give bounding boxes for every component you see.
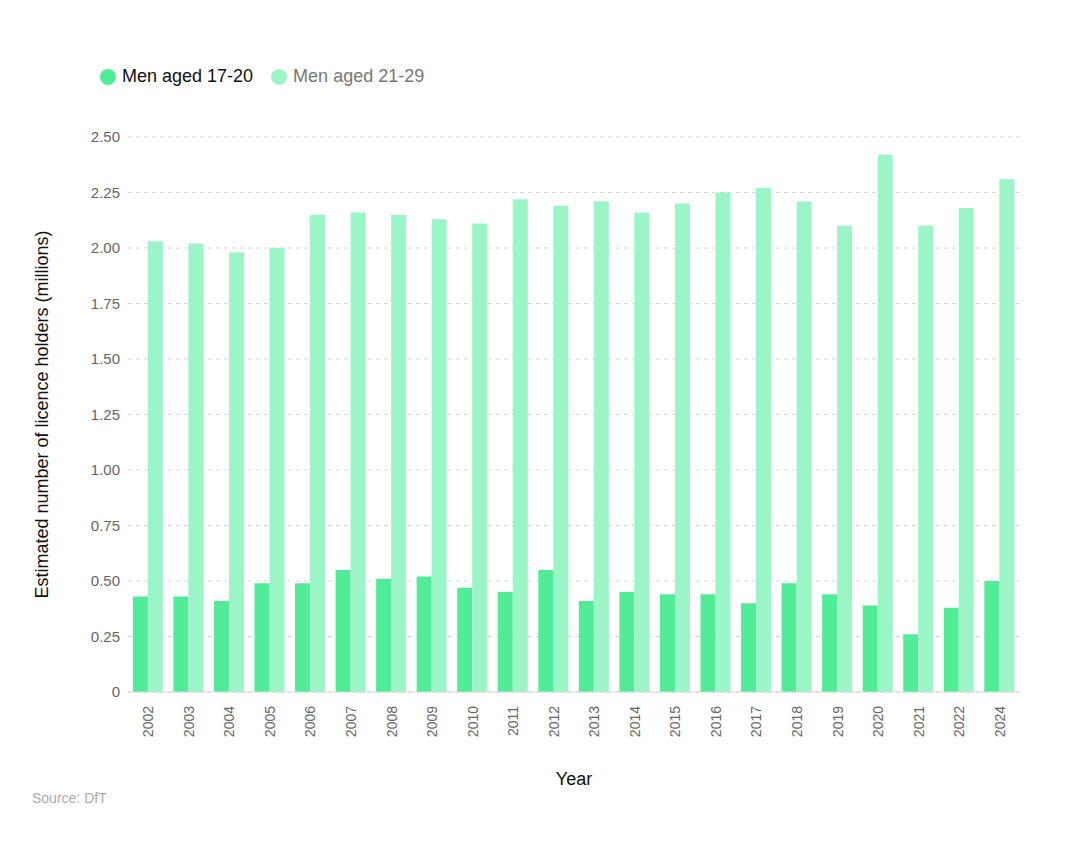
svg-text:2.00: 2.00 — [91, 239, 120, 256]
svg-text:2003: 2003 — [181, 706, 197, 737]
svg-text:0: 0 — [112, 683, 120, 700]
svg-text:2020: 2020 — [870, 706, 886, 737]
svg-text:2004: 2004 — [221, 706, 237, 737]
svg-text:2017: 2017 — [748, 706, 764, 737]
svg-text:0.75: 0.75 — [91, 517, 120, 534]
svg-text:2006: 2006 — [302, 706, 318, 737]
html-text:Men aged 17-20: Men aged 17-20 — [122, 66, 254, 86]
html-text:Men aged 21-29: Men aged 21-29 — [293, 66, 425, 86]
svg-text:2022: 2022 — [951, 706, 967, 737]
svg-text:2.50: 2.50 — [91, 128, 120, 145]
svg-text:2019: 2019 — [830, 706, 846, 737]
svg-text:2024: 2024 — [992, 706, 1008, 737]
svg-text:2016: 2016 — [708, 706, 724, 737]
svg-text:2015: 2015 — [667, 706, 683, 737]
svg-text:1.75: 1.75 — [91, 295, 120, 312]
svg-text:2011: 2011 — [505, 706, 521, 736]
svg-text:2018: 2018 — [789, 706, 805, 737]
svg-text:1.00: 1.00 — [91, 461, 120, 478]
svg-text:Year: Year — [556, 769, 592, 789]
svg-text:0.25: 0.25 — [91, 628, 120, 645]
svg-text:2014: 2014 — [627, 706, 643, 737]
svg-text:2.25: 2.25 — [91, 184, 120, 201]
svg-text:2009: 2009 — [424, 706, 440, 737]
svg-text:2021: 2021 — [911, 706, 927, 737]
svg-text:2012: 2012 — [546, 706, 562, 737]
svg-text:2010: 2010 — [465, 706, 481, 737]
svg-text:2008: 2008 — [384, 706, 400, 737]
svg-text:Estimated number of licence ho: Estimated number of licence holders (mil… — [32, 230, 52, 598]
svg-text:2007: 2007 — [343, 706, 359, 737]
svg-text:1.25: 1.25 — [91, 406, 120, 423]
svg-text:0.50: 0.50 — [91, 572, 120, 589]
svg-text:1.50: 1.50 — [91, 350, 120, 367]
svg-text:2002: 2002 — [140, 706, 156, 737]
svg-text:2005: 2005 — [262, 706, 278, 737]
svg-text:2013: 2013 — [586, 706, 602, 737]
html-text:Source: DfT: Source: DfT — [32, 790, 107, 806]
